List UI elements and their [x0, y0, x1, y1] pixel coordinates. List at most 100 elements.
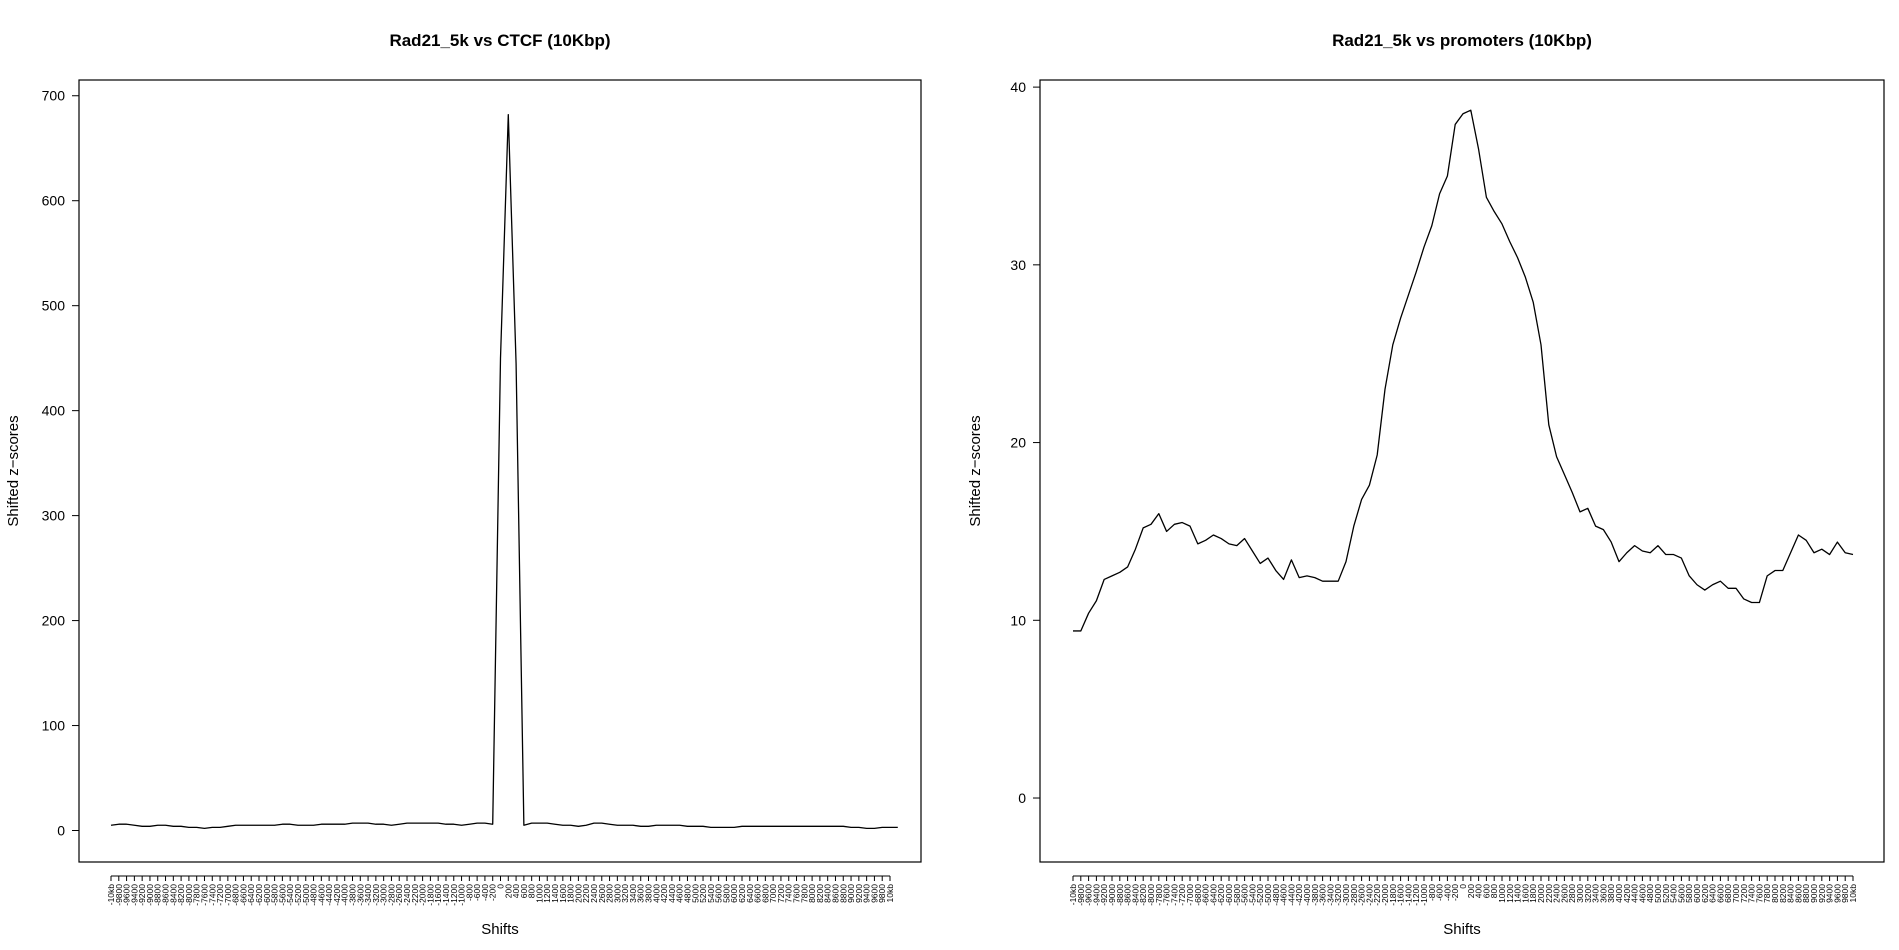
x-tick-label: -6000 [1224, 884, 1234, 906]
x-tick-label: -800 [464, 884, 474, 901]
x-tick-label: 0 [1458, 884, 1468, 889]
x-tick-label: -5600 [277, 884, 287, 906]
x-tick-label: -1600 [433, 884, 443, 906]
x-tick-label: 5200 [1661, 884, 1671, 903]
y-axis: 0 100 200 300 400 500 600 700 [42, 88, 79, 839]
x-tick-label: -200 [1450, 884, 1460, 901]
x-tick-label: -400 [1442, 884, 1452, 901]
x-tick-label: 8400 [1786, 884, 1796, 903]
x-tick-label: -8800 [153, 884, 163, 906]
x-tick-label: 10kb [885, 884, 895, 903]
x-tick-label: 2200 [581, 884, 591, 903]
x-tick-label: 4600 [1637, 884, 1647, 903]
x-axis-label: Shifts [481, 921, 519, 938]
x-tick-label: 4400 [1630, 884, 1640, 903]
x-tick-label: -1800 [425, 884, 435, 906]
x-tick-label: -2800 [1349, 884, 1359, 906]
y-tick-label: 600 [42, 193, 66, 209]
x-tick-label: 3800 [644, 884, 654, 903]
x-tick-label: 8800 [838, 884, 848, 903]
x-tick-label: 4200 [1622, 884, 1632, 903]
x-tick-label: 7200 [1739, 884, 1749, 903]
x-tick-label: -9400 [1091, 884, 1101, 906]
x-tick-label: 9200 [854, 884, 864, 903]
x-tick-label: 5200 [698, 884, 708, 903]
x-tick-label: -3200 [1333, 884, 1343, 906]
x-tick-label: -1200 [1411, 884, 1421, 906]
x-tick-label: 5800 [1684, 884, 1694, 903]
x-tick-label: -3600 [1318, 884, 1328, 906]
x-tick-label: 2800 [1567, 884, 1577, 903]
x-tick-label: -8000 [184, 884, 194, 906]
x-tick-label: 7800 [799, 884, 809, 903]
x-tick-label: 6200 [737, 884, 747, 903]
x-tick-label: -800 [1427, 884, 1437, 901]
x-tick-label: -8200 [176, 884, 186, 906]
x-axis-label: Shifts [1443, 921, 1481, 938]
x-tick-label: 600 [519, 884, 529, 898]
x-tick-label: -2200 [1372, 884, 1382, 906]
x-tick-label: 4600 [675, 884, 685, 903]
x-tick-label: 2400 [1552, 884, 1562, 903]
x-tick-label: -4600 [1279, 884, 1289, 906]
x-tick-label: -5000 [301, 884, 311, 906]
y-tick-label: 20 [1010, 435, 1026, 451]
x-tick-label: 3800 [1606, 884, 1616, 903]
x-tick-label: -10kb [1068, 884, 1078, 906]
x-tick-label: -6800 [1193, 884, 1203, 906]
x-tick-label: 7000 [1731, 884, 1741, 903]
x-tick-label: 6600 [1715, 884, 1725, 903]
x-axis: -10kb-9800-9600-9400-9200-9000-8800-8600… [106, 875, 895, 906]
x-tick-label: -400 [480, 884, 490, 901]
x-tick-label: 2600 [597, 884, 607, 903]
x-tick-label: 1600 [558, 884, 568, 903]
x-tick-label: 6000 [1692, 884, 1702, 903]
x-tick-label: 7600 [1754, 884, 1764, 903]
x-tick-label: 3600 [1598, 884, 1608, 903]
x-tick-label: 8200 [1778, 884, 1788, 903]
x-tick-label: -5400 [1247, 884, 1257, 906]
x-tick-label: -2800 [386, 884, 396, 906]
x-tick-label: 9600 [869, 884, 879, 903]
x-tick-label: 7200 [776, 884, 786, 903]
x-tick-label: 5600 [1676, 884, 1686, 903]
x-tick-label: -8200 [1138, 884, 1148, 906]
x-tick-label: 6200 [1700, 884, 1710, 903]
plot-promoters: Rad21_5k vs promoters (10Kbp) 010203040 … [967, 31, 1885, 938]
x-tick-label: 200 [1466, 884, 1476, 898]
x-tick-label: -2600 [394, 884, 404, 906]
y-tick-label: 200 [42, 613, 66, 629]
x-axis: -10kb-9800-9600-9400-9200-9000-8800-8600… [1068, 875, 1858, 906]
x-tick-label: 1400 [1513, 884, 1523, 903]
x-tick-label: -9800 [1076, 884, 1086, 906]
x-tick-label: -3800 [1310, 884, 1320, 906]
x-tick-label: 8800 [1801, 884, 1811, 903]
x-tick-label: 6000 [729, 884, 739, 903]
y-tick-label: 100 [42, 718, 66, 734]
x-tick-label: -7400 [1169, 884, 1179, 906]
x-tick-label: -600 [1435, 884, 1445, 901]
x-tick-label: -2000 [418, 884, 428, 906]
x-tick-label: 6800 [760, 884, 770, 903]
x-tick-label: 6600 [753, 884, 763, 903]
x-tick-label: -8600 [1123, 884, 1133, 906]
x-tick-label: -4400 [1286, 884, 1296, 906]
x-tick-label: -6800 [231, 884, 241, 906]
x-tick-label: 5000 [1653, 884, 1663, 903]
x-tick-label: -2400 [402, 884, 412, 906]
x-tick-label: 10kb [1848, 884, 1858, 903]
series-group [110, 113, 898, 830]
x-tick-label: -6200 [254, 884, 264, 906]
x-tick-label: -9200 [137, 884, 147, 906]
x-tick-label: 2400 [589, 884, 599, 903]
x-tick-label: 2000 [1536, 884, 1546, 903]
x-tick-label: 8000 [1770, 884, 1780, 903]
x-tick-label: 9000 [846, 884, 856, 903]
plot-ctcf: Rad21_5k vs CTCF (10Kbp) 0 100 200 300 400 50… [5, 31, 922, 938]
x-tick-label: -4800 [309, 884, 319, 906]
x-tick-label: 9400 [1825, 884, 1835, 903]
x-tick-label: 4000 [1614, 884, 1624, 903]
x-tick-label: -2000 [1380, 884, 1390, 906]
x-tick-label: -3200 [371, 884, 381, 906]
